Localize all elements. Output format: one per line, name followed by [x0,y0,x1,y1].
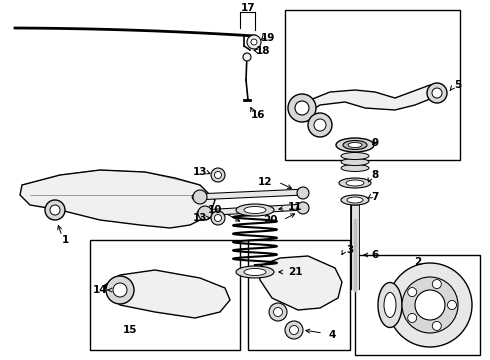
Circle shape [106,276,134,304]
Text: 2: 2 [415,257,421,267]
Circle shape [45,200,65,220]
Ellipse shape [336,138,374,152]
Ellipse shape [348,143,362,148]
Ellipse shape [341,158,369,166]
Circle shape [297,202,309,214]
Polygon shape [20,170,215,228]
Polygon shape [258,256,342,310]
Text: 16: 16 [251,110,265,120]
Circle shape [273,307,283,316]
Ellipse shape [341,195,369,205]
Ellipse shape [236,204,274,216]
Circle shape [388,263,472,347]
Circle shape [408,314,416,323]
Circle shape [288,94,316,122]
Circle shape [447,301,457,310]
Circle shape [198,206,212,220]
Circle shape [432,88,442,98]
Text: 3: 3 [346,245,354,255]
Circle shape [247,35,261,49]
Ellipse shape [347,197,363,203]
Circle shape [215,215,221,221]
Text: 20: 20 [263,215,277,225]
Circle shape [290,325,298,334]
Text: 6: 6 [371,250,379,260]
Circle shape [243,53,251,61]
Circle shape [314,119,326,131]
Circle shape [408,288,416,297]
Ellipse shape [341,153,369,159]
Polygon shape [295,85,440,115]
Ellipse shape [244,207,266,213]
Text: 4: 4 [328,330,336,340]
Circle shape [295,101,309,115]
Ellipse shape [384,292,396,318]
Ellipse shape [346,180,364,186]
Text: 7: 7 [371,192,379,202]
Text: 13: 13 [193,167,207,177]
Text: 8: 8 [371,170,379,180]
Circle shape [215,171,221,179]
Circle shape [211,211,225,225]
Circle shape [193,190,207,204]
Circle shape [211,168,225,182]
Text: 9: 9 [371,138,379,148]
Ellipse shape [236,266,274,278]
Text: 17: 17 [241,3,255,13]
Text: 18: 18 [256,46,270,56]
Circle shape [269,303,287,321]
Circle shape [251,39,257,45]
Circle shape [432,280,441,289]
Ellipse shape [339,178,371,188]
Text: 15: 15 [123,325,137,335]
Circle shape [402,277,458,333]
Ellipse shape [378,283,402,328]
Bar [355,255,480,355]
Text: 21: 21 [288,267,302,277]
Text: 11: 11 [288,202,302,212]
Text: 5: 5 [454,80,462,90]
Circle shape [285,321,303,339]
Circle shape [50,205,60,215]
Circle shape [308,113,332,137]
Bar [90,240,240,350]
Polygon shape [105,270,230,318]
Text: 10: 10 [208,205,222,215]
Text: 12: 12 [258,177,272,187]
Text: 1: 1 [61,235,69,245]
Ellipse shape [244,269,266,275]
Circle shape [113,283,127,297]
Bar [285,10,460,160]
Circle shape [297,187,309,199]
Circle shape [432,321,441,330]
Text: 19: 19 [261,33,275,43]
Circle shape [427,83,447,103]
Text: 14: 14 [93,285,107,295]
Ellipse shape [341,165,369,171]
Circle shape [415,290,445,320]
Text: 13: 13 [193,213,207,223]
Bar [248,240,350,350]
Ellipse shape [343,140,367,149]
